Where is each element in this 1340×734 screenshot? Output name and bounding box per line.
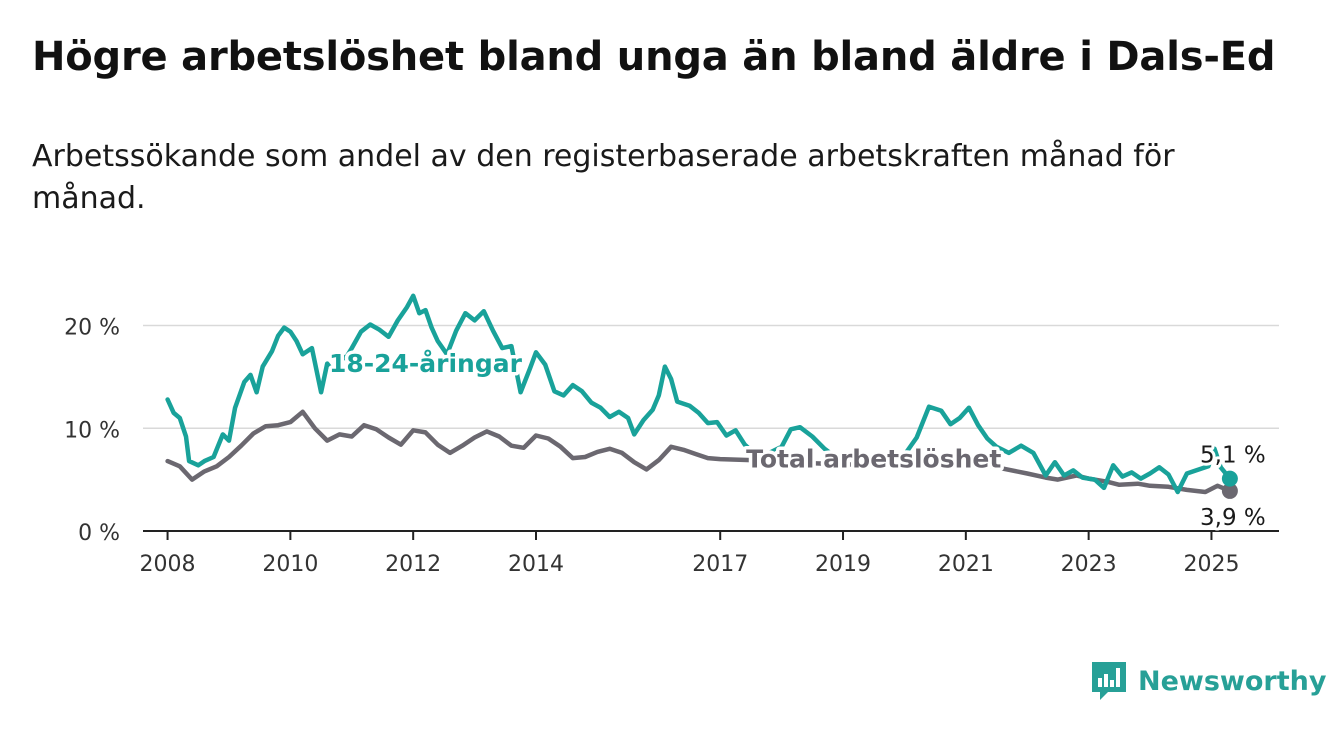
x-tick-label: 2008	[140, 552, 196, 577]
end-value-halo: 3,9 %	[1200, 505, 1266, 531]
y-tick-label: 10 %	[64, 418, 120, 443]
newsworthy-logo-icon	[1092, 662, 1126, 700]
axes: 0 % 10 % 20 % 2008 2010 2012 2014 2017 2019 2021 2…	[64, 316, 1279, 577]
series-label-halo: Total arbetslöshet	[746, 444, 1001, 473]
x-tick-label: 2023	[1061, 552, 1117, 577]
y-tick-label: 20 %	[64, 316, 120, 341]
series-label-halo: 18-24-åringar	[329, 349, 523, 378]
series-line-youth	[165, 293, 1233, 495]
y-tick-label: 0 %	[78, 521, 120, 546]
brand: Newsworthy	[1090, 660, 1326, 702]
x-tick-label: 2014	[508, 552, 564, 577]
series-endpoint-youth	[1221, 470, 1238, 487]
brand-name: Newsworthy	[1138, 665, 1327, 697]
gridlines	[143, 324, 1279, 430]
x-tick-label: 2012	[385, 552, 441, 577]
x-tick-label: 2019	[815, 552, 871, 577]
x-tick-label: 2010	[262, 552, 318, 577]
series-lines	[165, 293, 1238, 499]
x-tick-label: 2017	[692, 552, 748, 577]
x-tick-label: 2025	[1183, 552, 1239, 577]
chart-title: Högre arbetslöshet bland unga än bland ä…	[32, 34, 1276, 80]
end-value-halo: 5,1 %	[1200, 443, 1266, 469]
series-label-total: Total arbetslöshet	[746, 444, 1001, 473]
end-value-label-youth: 5,1 %	[1200, 443, 1266, 469]
end-value-label-total: 3,9 %	[1200, 505, 1266, 531]
x-tick-label: 2021	[938, 552, 994, 577]
series-endpoint-total	[1221, 482, 1238, 499]
chart-subtitle: Arbetssökande som andel av den registerb…	[32, 139, 1175, 216]
series-line-total	[165, 409, 1233, 495]
series-label-youth: 18-24-åringar	[329, 349, 523, 378]
